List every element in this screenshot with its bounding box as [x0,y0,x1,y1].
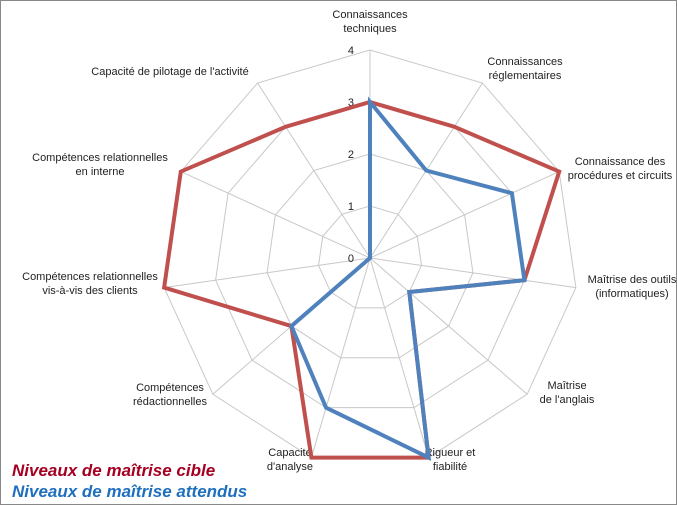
series-line [288,96,527,461]
category-label: Rigueur et fiabilité [425,447,476,473]
y-tick-label: 1 [348,201,354,213]
series-line [161,99,562,460]
category-label: Maîtrise des outils (informatiques) [588,274,677,300]
grid-line [215,101,525,409]
category-label: Compétences relationnelles vis-à-vis des … [22,271,158,297]
category-label: Connaissance des procédures et circuits [568,156,673,182]
y-tick-label: 4 [348,45,354,57]
grid-line [318,205,422,309]
category-label: Capacité d'analyse [267,447,313,473]
grid-line [266,153,474,359]
category-label: Compétences rédactionnelles [133,382,207,408]
category-label: Capacité de pilotage de l'activité [91,66,248,78]
category-label: Maîtrise de l'anglais [540,380,595,406]
category-label: Connaissances techniques [332,9,408,35]
y-tick-label: 3 [348,97,354,109]
category-label: Compétences relationnelles en interne [32,152,168,178]
legend-entry: Niveaux de maîtrise cible [12,461,215,480]
y-tick-label: 0 [348,253,354,265]
legend-entry: Niveaux de maîtrise attendus [12,482,247,501]
y-tick-label: 2 [348,149,354,161]
category-label: Connaissances réglementaires [487,56,563,82]
